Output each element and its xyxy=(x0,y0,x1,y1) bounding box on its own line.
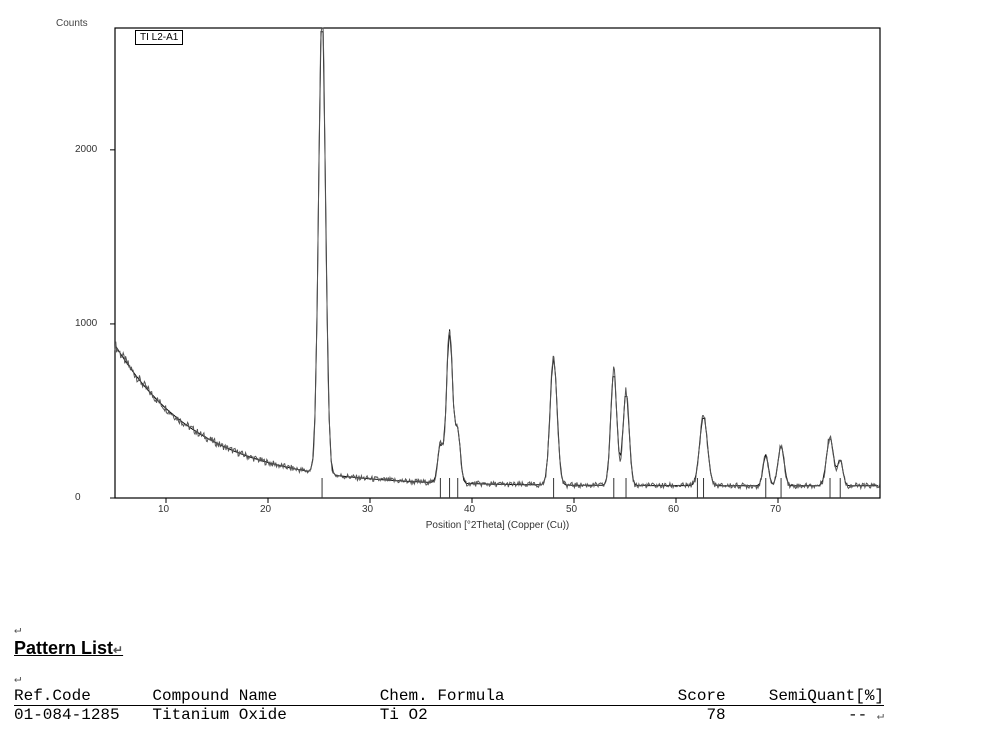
x-tick-label: 50 xyxy=(566,504,577,515)
x-axis-label: Position [°2Theta] (Copper (Cu)) xyxy=(398,520,598,531)
return-mark-icon: ↵ xyxy=(113,643,123,657)
col-header-semi: SemiQuant[%] xyxy=(746,687,884,705)
cell-score: 78 xyxy=(607,706,746,724)
return-mark-icon: ↵ xyxy=(14,623,21,637)
return-mark-icon: ↵ xyxy=(14,672,21,686)
x-tick-label: 20 xyxy=(260,504,271,515)
pattern-list-title: Pattern List↵ xyxy=(14,638,884,659)
cell-ref: 01-084-1285 xyxy=(14,706,152,724)
x-tick-label: 60 xyxy=(668,504,679,515)
chart-svg xyxy=(30,10,890,540)
col-header-score: Score xyxy=(607,687,746,705)
pattern-list-rows: 01-084-1285Titanium OxideTi O278-- ↵ xyxy=(14,706,884,724)
sample-label: TI L2-A1 xyxy=(135,30,183,45)
page: Counts TI L2-A1 Position [°2Theta] (Copp… xyxy=(0,0,1000,730)
pattern-list-title-text: Pattern List xyxy=(14,638,113,658)
x-tick-label: 70 xyxy=(770,504,781,515)
pattern-list-header: Ref.Code Compound Name Chem. Formula Sco… xyxy=(14,687,884,706)
table-row: 01-084-1285Titanium OxideTi O278-- ↵ xyxy=(14,706,884,724)
y-tick-label: 1000 xyxy=(75,318,97,329)
y-tick-label: 0 xyxy=(75,492,81,503)
cell-chem: Ti O2 xyxy=(380,706,607,724)
xrd-chart: Counts TI L2-A1 Position [°2Theta] (Copp… xyxy=(30,10,890,540)
x-tick-label: 10 xyxy=(158,504,169,515)
y-axis-fragment-label: Counts xyxy=(56,18,88,29)
col-header-chem: Chem. Formula xyxy=(380,687,607,705)
x-tick-label: 30 xyxy=(362,504,373,515)
col-header-ref: Ref.Code xyxy=(14,687,152,705)
cell-semi: -- ↵ xyxy=(746,706,884,724)
y-tick-label: 2000 xyxy=(75,144,97,155)
cell-name: Titanium Oxide xyxy=(152,706,379,724)
col-header-name: Compound Name xyxy=(152,687,379,705)
pattern-list-section: ↵ Pattern List↵ ↵ Ref.Code Compound Name… xyxy=(14,620,884,724)
x-tick-label: 40 xyxy=(464,504,475,515)
